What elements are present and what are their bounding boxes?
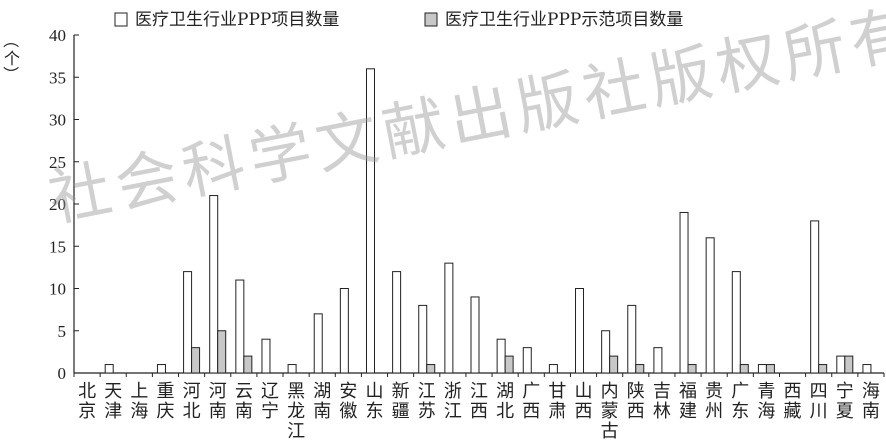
y-tick-label: 0 bbox=[58, 364, 67, 383]
x-tick-label: 甘肃 bbox=[548, 381, 566, 422]
bar-ppp-16 bbox=[496, 338, 506, 374]
x-tick-label: 山东 bbox=[365, 381, 383, 422]
bar-ppp-10 bbox=[339, 288, 349, 374]
x-tick-label: 青海 bbox=[757, 381, 775, 422]
x-tick-label: 山西 bbox=[575, 381, 593, 422]
x-tick-labels: 北京天津上海重庆河北河南云南辽宁黑龙江湖南安徽山东新疆江苏浙江江西湖北广西甘肃山… bbox=[78, 381, 880, 442]
x-tick-label: 福建 bbox=[679, 381, 697, 422]
bar-ppp-1 bbox=[104, 364, 114, 374]
bar-ppp-24 bbox=[705, 237, 715, 374]
bar-ppp-22 bbox=[653, 347, 663, 374]
x-tick-label: 安徽 bbox=[339, 381, 357, 422]
bar-demo-5 bbox=[217, 330, 227, 374]
bar-demo-23 bbox=[687, 364, 697, 374]
legend-swatch-0 bbox=[114, 12, 128, 27]
bar-ppp-17 bbox=[522, 347, 532, 374]
bar-demo-26 bbox=[765, 364, 775, 374]
bar-ppp-26 bbox=[757, 364, 767, 374]
x-tick-label: 重庆 bbox=[156, 381, 174, 422]
bar-ppp-5 bbox=[209, 195, 219, 374]
x-tick-label: 江苏 bbox=[418, 381, 436, 422]
bar-ppp-7 bbox=[261, 338, 271, 374]
x-tick-label: 天津 bbox=[104, 381, 122, 422]
x-tick-label: 吉林 bbox=[653, 381, 671, 422]
legend-label-0: 医疗卫生行业PPP项目数量 bbox=[135, 10, 339, 30]
legend-swatch-1 bbox=[424, 12, 438, 27]
bar-demo-13 bbox=[426, 364, 436, 374]
bar-ppp-14 bbox=[444, 262, 454, 374]
axes: 0 5 10 15 20 25 30 35 40 bbox=[49, 26, 885, 383]
bar-ppp-13 bbox=[418, 304, 428, 374]
bar-demo-29 bbox=[844, 355, 854, 374]
bar-ppp-6 bbox=[235, 279, 245, 374]
x-tick-label: 宁夏 bbox=[836, 381, 854, 422]
bar-demo-21 bbox=[635, 364, 645, 374]
bar-ppp-8 bbox=[287, 364, 297, 374]
y-tick-label: 25 bbox=[49, 153, 66, 172]
bar-ppp-28 bbox=[810, 220, 820, 374]
y-tick-label: 20 bbox=[49, 195, 66, 214]
x-tick-label: 浙江 bbox=[444, 381, 462, 422]
x-tick-label: 内蒙古 bbox=[601, 381, 619, 442]
y-axis-label-char: ） bbox=[1, 65, 21, 83]
x-tick-label: 湖南 bbox=[313, 381, 331, 422]
bar-demo-6 bbox=[243, 355, 253, 374]
y-axis-label-char: 个 bbox=[4, 49, 21, 68]
bar-demo-25 bbox=[739, 364, 749, 374]
x-tick-label: 辽宁 bbox=[261, 381, 279, 422]
x-tick-label: 广西 bbox=[522, 381, 540, 422]
x-tick-label: 云南 bbox=[235, 381, 253, 422]
x-tick-label: 黑龙江 bbox=[287, 381, 305, 442]
bar-ppp-15 bbox=[470, 296, 480, 374]
x-tick-label: 广东 bbox=[731, 381, 749, 422]
legend-label-1: 医疗卫生行业PPP示范项目数量 bbox=[445, 10, 683, 30]
x-tick-label: 四川 bbox=[810, 381, 828, 422]
x-tick-label: 河南 bbox=[209, 381, 227, 422]
bar-ppp-4 bbox=[183, 271, 193, 374]
x-tick-label: 上海 bbox=[130, 381, 148, 422]
y-tick-label: 5 bbox=[58, 322, 67, 341]
bar-ppp-12 bbox=[392, 271, 402, 374]
bar-ppp-25 bbox=[731, 271, 741, 374]
x-tick-label: 海南 bbox=[862, 381, 880, 422]
bars bbox=[104, 68, 872, 374]
y-tick-label: 35 bbox=[49, 68, 66, 87]
y-tick-label: 40 bbox=[49, 26, 66, 45]
x-tick-label: 湖北 bbox=[496, 381, 514, 422]
bar-ppp-19 bbox=[575, 288, 585, 374]
bar-ppp-18 bbox=[548, 364, 558, 374]
x-tick-label: 陕西 bbox=[627, 381, 645, 422]
x-tick-label: 贵州 bbox=[705, 381, 723, 422]
x-tick-label: 北京 bbox=[78, 381, 96, 422]
legend: 医疗卫生行业PPP项目数量 医疗卫生行业PPP示范项目数量 bbox=[114, 10, 683, 30]
y-tick-label: 10 bbox=[49, 280, 66, 299]
x-tick-label: 江西 bbox=[470, 381, 488, 422]
bar-ppp-9 bbox=[313, 313, 323, 374]
bar-ppp-20 bbox=[601, 330, 611, 374]
y-tick-label: 15 bbox=[49, 237, 66, 256]
bar-ppp-11 bbox=[365, 68, 375, 374]
bar-demo-28 bbox=[818, 364, 828, 374]
bar-ppp-29 bbox=[836, 355, 846, 374]
bar-ppp-3 bbox=[156, 364, 166, 374]
x-tick-label: 新疆 bbox=[392, 381, 410, 422]
bar-demo-20 bbox=[609, 355, 619, 374]
y-tick-label: 30 bbox=[49, 111, 66, 130]
bar-demo-4 bbox=[191, 347, 201, 374]
x-tick-label: 河北 bbox=[183, 381, 201, 422]
x-tick-label: 西藏 bbox=[784, 381, 802, 422]
bar-demo-16 bbox=[504, 355, 514, 374]
bar-ppp-23 bbox=[679, 211, 689, 374]
bar-ppp-21 bbox=[627, 304, 637, 374]
bar-ppp-30 bbox=[862, 364, 872, 374]
